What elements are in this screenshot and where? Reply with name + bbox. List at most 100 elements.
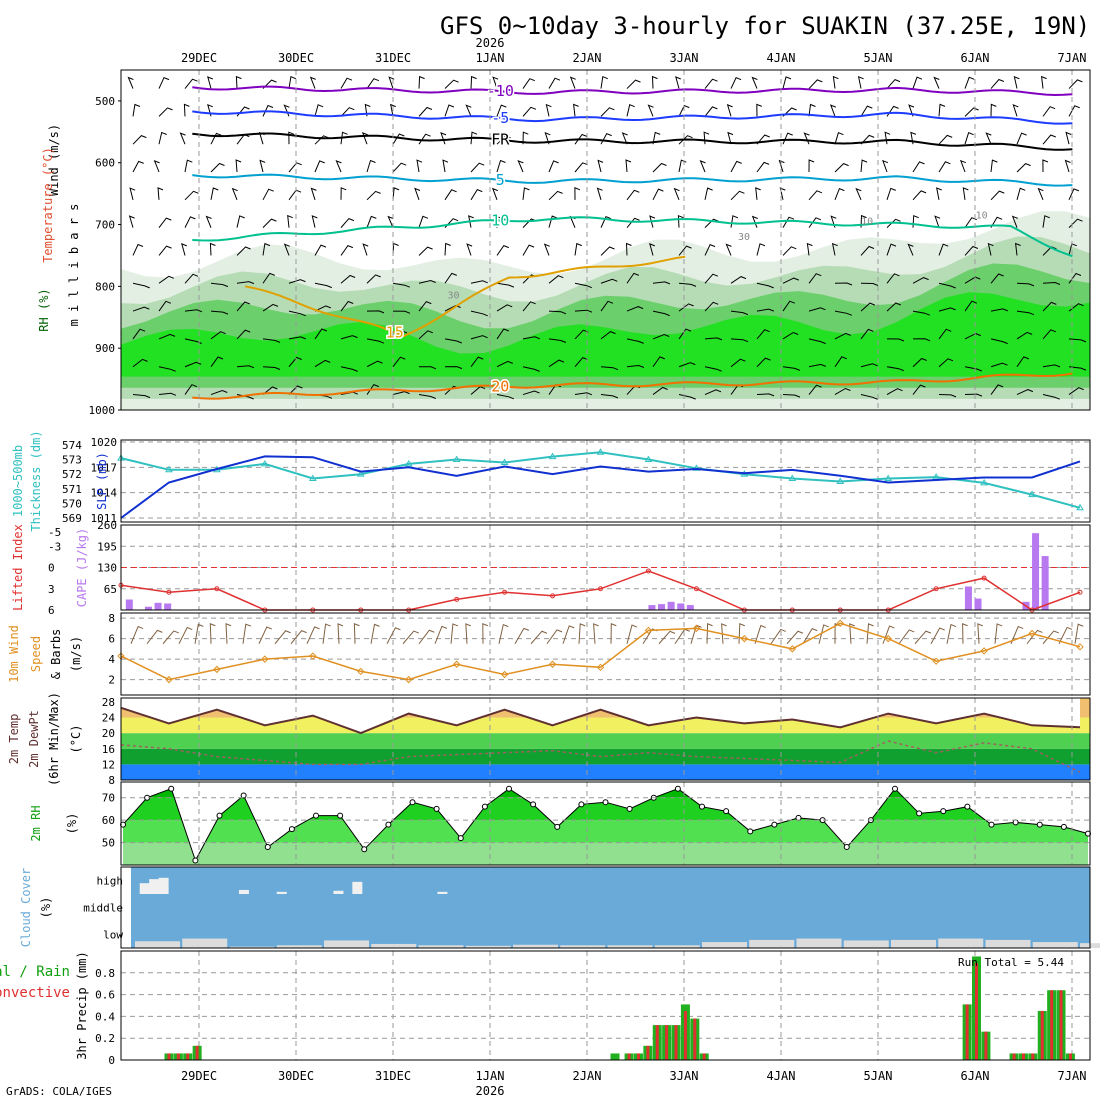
thickness-tick-label: 573: [62, 454, 82, 467]
wind-speed-marker: [836, 619, 844, 627]
wind-barb: [675, 76, 681, 89]
wind-barb: [418, 215, 429, 228]
wind-barb: [834, 163, 849, 173]
wind-speed-marker: [500, 670, 509, 679]
wind-barb: [444, 272, 457, 284]
wind-barb: [314, 244, 327, 256]
thickness-marker: [788, 474, 797, 482]
wind-barb: [912, 310, 930, 316]
wind-barb: [236, 246, 251, 256]
rh-marker: [674, 785, 681, 792]
date-label: 31DEC: [375, 51, 411, 65]
li-marker: [1077, 589, 1083, 595]
wind-barb: [235, 75, 242, 89]
wind-barb: [964, 245, 979, 256]
wind-barb: [362, 243, 369, 256]
wind-barb: [912, 357, 927, 368]
wind-barb: [658, 630, 676, 645]
wind-barb: [496, 328, 509, 340]
rh-marker: [481, 803, 488, 810]
wind-barb: [651, 75, 658, 89]
wind-barb: [678, 282, 697, 287]
wind-barb: [366, 78, 380, 89]
date-label: 2JAN: [573, 1069, 602, 1083]
wind-barb: [482, 623, 488, 644]
wind-barb: [704, 366, 722, 372]
isotherm-line: [192, 216, 1073, 258]
low-cloud-bar: [371, 943, 417, 948]
y-tick-label: 50: [102, 837, 115, 850]
wind-barb: [262, 104, 274, 117]
wind-barb: [236, 329, 251, 340]
wind-barb: [1068, 366, 1087, 371]
y-tick-label: 0.6: [95, 989, 115, 1002]
wind-barb: [418, 106, 433, 117]
wind-barb: [262, 218, 277, 228]
wind-barb: [962, 187, 969, 200]
wind-barb: [1013, 75, 1020, 89]
y-axis-label: 2m Temp: [7, 714, 21, 765]
wind-barb: [596, 187, 603, 200]
wind-barb: [205, 215, 212, 228]
wind-barb: [912, 277, 929, 284]
wind-barb: [726, 104, 733, 117]
wind-barb: [548, 215, 558, 228]
wind-speed-marker: [357, 667, 365, 676]
cape-tick-label: 130: [97, 562, 117, 575]
wind-barb: [418, 394, 436, 399]
wind-barb: [468, 215, 474, 228]
wind-barb: [262, 242, 271, 256]
rh-marker: [361, 846, 368, 853]
wind-barb: [178, 626, 193, 644]
isotherm-line: [192, 85, 1073, 97]
y-axis-label: (%): [65, 813, 79, 835]
wind-barb: [387, 215, 394, 228]
wind-barb: [340, 274, 356, 284]
wind-barb: [912, 338, 931, 342]
wind-barb: [886, 302, 901, 312]
wind-barb: [1068, 105, 1080, 117]
thickness-marker: [404, 459, 413, 467]
wind-barb: [704, 337, 723, 341]
rh-band: [121, 292, 1090, 377]
wind-barb: [652, 162, 667, 173]
wind-barb: [704, 301, 719, 312]
convective-precip-bar: [984, 1031, 988, 1060]
wind-barb: [314, 282, 332, 289]
rh-marker: [940, 808, 947, 815]
wind-barb: [860, 159, 868, 173]
rh-marker: [988, 821, 995, 828]
wind-barb: [1042, 106, 1056, 117]
wind-barb: [834, 356, 847, 368]
cape-tick-label: 65: [104, 583, 117, 596]
thickness-marker: [692, 464, 701, 471]
cape-bar: [154, 602, 162, 610]
wind-barb: [522, 131, 529, 145]
rh-marker: [916, 810, 923, 817]
wind-barb: [288, 385, 303, 395]
wind-barb: [418, 366, 437, 370]
y-axis-label: (%): [39, 897, 53, 919]
wind-barb: [730, 190, 745, 201]
panel-border: [120, 697, 1091, 781]
wind-barb: [236, 281, 255, 285]
wind-barb: [465, 104, 472, 117]
y-tick-label: 600: [95, 157, 115, 170]
year-label: 2026: [476, 36, 505, 50]
wind-barb: [340, 77, 353, 89]
cape-tick-label: 260: [97, 519, 117, 532]
wind-barb: [626, 189, 640, 201]
wind-barb: [756, 393, 775, 397]
wind-barb: [754, 624, 766, 644]
y-axis-label: Speed: [29, 636, 43, 672]
rh-marker: [1036, 821, 1043, 828]
wind-barb: [678, 303, 694, 312]
wind-speed-marker: [692, 624, 701, 633]
wind-barb: [418, 246, 433, 256]
wind-barb: [444, 242, 451, 256]
wind-barb: [908, 104, 915, 117]
rh-marker: [192, 857, 199, 864]
wind-barb: [546, 629, 563, 645]
wind-barb: [1042, 301, 1057, 312]
date-label: 4JAN: [767, 51, 796, 65]
